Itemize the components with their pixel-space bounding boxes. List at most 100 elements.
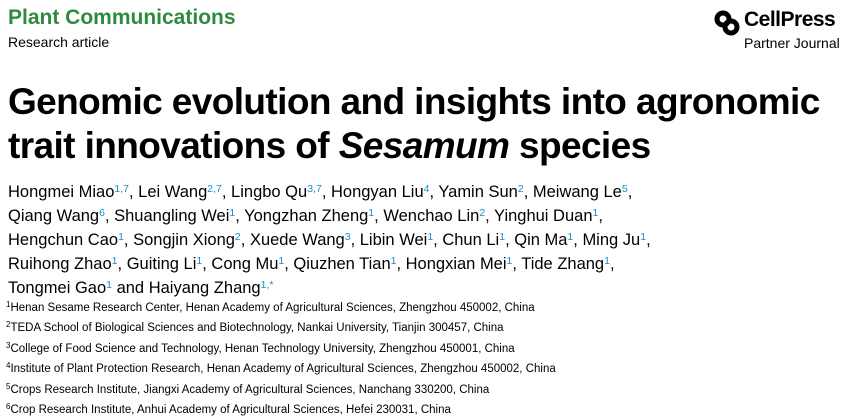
affiliation: 2TEDA School of Biological Sciences and … <box>6 318 556 338</box>
author-separator: and <box>111 279 149 297</box>
logo-icon <box>714 10 740 36</box>
publisher-name: CellPress <box>744 8 836 31</box>
author-affiliation-ref: 1 <box>640 231 647 243</box>
article-type: Research article <box>8 34 110 50</box>
author-separator: , <box>284 255 294 273</box>
affiliation-number: 2 <box>6 320 11 330</box>
affiliation-text: TEDA School of Biological Sciences and B… <box>10 322 504 335</box>
author-separator: , <box>221 183 232 201</box>
affiliation-text: Henan Sesame Research Center, Henan Acad… <box>10 302 535 314</box>
author-name: Haiyang Zhang <box>148 279 261 297</box>
title-italic: Sesamum <box>338 125 510 166</box>
affiliation-text: Crop Research Institute, Anhui Academy o… <box>10 404 451 417</box>
author-separator: , <box>374 207 384 225</box>
author-list: Hongmei Miao1,7, Lei Wang2,7, Lingbo Qu3… <box>8 180 651 300</box>
author-separator: , <box>350 231 360 249</box>
author-separator: , <box>321 183 331 201</box>
author-name: Meiwang Le <box>532 183 622 201</box>
author-affiliation-ref: 1 <box>229 207 236 219</box>
author-name: Guiting Li <box>126 255 197 273</box>
article-title: Genomic evolution and insights into agro… <box>8 80 820 168</box>
author-name: Tongmei Gao <box>8 279 107 297</box>
author-separator: , <box>429 183 439 201</box>
author-name: Hongyan Liu <box>330 183 424 201</box>
title-text: trait innovations of <box>8 125 339 166</box>
affiliation: 4Institute of Plant Protection Research,… <box>6 359 556 379</box>
author-line: Qiang Wang6, Shuangling Wei1, Yongzhan Z… <box>8 204 651 228</box>
author-separator: , <box>129 183 139 201</box>
author-name: Ruihong Zhao <box>8 255 112 273</box>
author-separator: , <box>485 207 495 225</box>
author-line: Ruihong Zhao1, Guiting Li1, Cong Mu1, Qi… <box>8 252 651 276</box>
author-name: Lei Wang <box>138 183 208 201</box>
author-name: Chun Li <box>442 231 500 249</box>
author-affiliation-ref: 5 <box>621 183 628 195</box>
author-affiliation-ref: 1 <box>604 255 610 267</box>
affiliation-number: 3 <box>6 340 11 350</box>
author-affiliation-ref: 3,7 <box>307 183 322 195</box>
author-name: Qin Ma <box>514 231 568 249</box>
author-name: Songjin Xiong <box>133 231 235 249</box>
author-affiliation-ref: 2 <box>234 231 241 243</box>
author-affiliation-ref: 1 <box>118 231 124 243</box>
author-name: Qiuzhen Tian <box>293 255 391 273</box>
author-separator: , <box>202 255 212 273</box>
affiliation-number: 5 <box>6 381 11 391</box>
title-line: trait innovations of Sesamum species <box>8 124 820 168</box>
publisher-sub: Partner Journal <box>744 35 840 51</box>
author-name: Tide Zhang <box>521 255 605 273</box>
author-separator: , <box>523 183 533 201</box>
affiliation-text: Crops Research Institute, Jiangxi Academ… <box>10 383 490 396</box>
author-affiliation-ref: 4 <box>423 183 430 195</box>
author-separator: , <box>433 231 443 249</box>
author-affiliation-ref: 1 <box>567 231 574 243</box>
author-separator: , <box>235 207 245 225</box>
author-separator: , <box>117 255 127 273</box>
author-affiliation-ref: 1 <box>390 255 397 267</box>
author-affiliation-ref: 1 <box>592 207 599 219</box>
author-name: Yamin Sun <box>438 183 518 201</box>
author-name: Qiang Wang <box>8 207 100 225</box>
author-name: Hengchun Cao <box>8 231 119 249</box>
author-name: Libin Wei <box>359 231 428 249</box>
affiliation-number: 1 <box>6 300 11 309</box>
author-name: Yongzhan Zheng <box>244 207 369 225</box>
author-name: Wenchao Lin <box>383 207 480 225</box>
title-text: species <box>509 125 651 166</box>
author-affiliation-ref: 2,7 <box>207 183 222 195</box>
affiliation: 3College of Food Science and Technology,… <box>6 339 556 359</box>
author-affiliation-ref: 2 <box>517 183 524 195</box>
author-separator: , <box>646 231 651 249</box>
author-affiliation-ref: 1 <box>368 207 375 219</box>
author-line: Tongmei Gao1 and Haiyang Zhang1,* <box>8 276 651 300</box>
author-affiliation-ref: 1 <box>106 279 112 291</box>
author-separator: , <box>609 255 615 273</box>
author-name: Ming Ju <box>582 231 641 249</box>
affiliation: 1Henan Sesame Research Center, Henan Aca… <box>6 298 556 318</box>
author-name: Cong Mu <box>211 255 279 273</box>
author-affiliation-ref: 6 <box>99 207 105 219</box>
journal-name: Plant Communications <box>8 6 236 29</box>
author-separator: , <box>396 255 406 273</box>
author-affiliation-ref: 3 <box>344 231 351 243</box>
author-separator: , <box>512 255 522 273</box>
author-name: Hongmei Miao <box>8 183 115 201</box>
author-name: Yinghui Duan <box>494 207 593 225</box>
author-affiliation-ref: 1,* <box>260 279 274 291</box>
author-separator: , <box>598 207 603 225</box>
author-affiliation-ref: 1 <box>196 255 203 267</box>
affiliation-number: 6 <box>6 402 11 412</box>
publisher-logo: CellPress Partner Journal <box>714 8 854 54</box>
affiliation-list: 1Henan Sesame Research Center, Henan Aca… <box>6 298 556 420</box>
affiliation: 5Crops Research Institute, Jiangxi Acade… <box>6 380 556 400</box>
author-affiliation-ref: 1 <box>427 231 434 243</box>
affiliation: 6Crop Research Institute, Anhui Academy … <box>6 400 556 420</box>
author-name: Shuangling Wei <box>114 207 230 225</box>
author-separator: , <box>573 231 583 249</box>
author-affiliation-ref: 1 <box>278 255 285 267</box>
author-affiliation-ref: 2 <box>479 207 486 219</box>
title-text: Genomic evolution and insights into agro… <box>8 81 820 122</box>
title-line: Genomic evolution and insights into agro… <box>8 80 820 124</box>
author-separator: , <box>627 183 633 201</box>
